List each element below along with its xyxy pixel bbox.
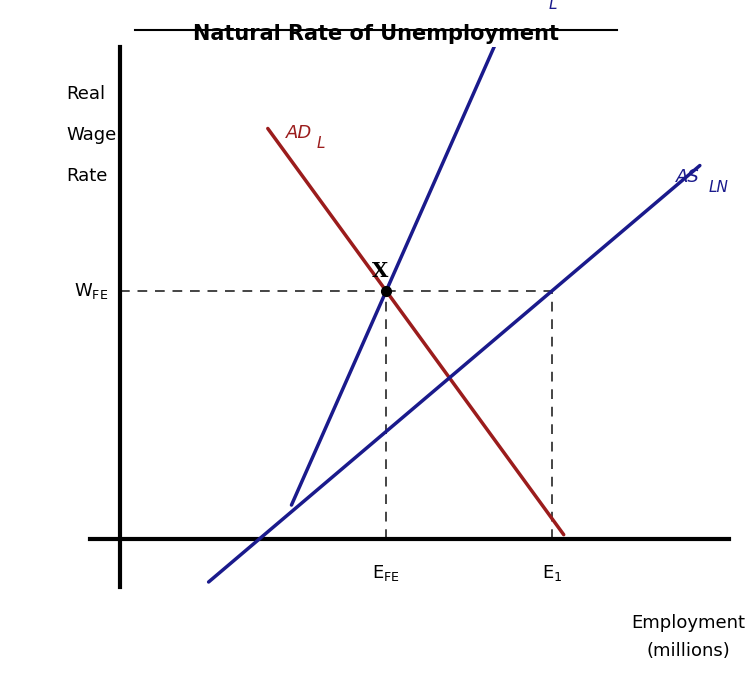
Text: W$_{\mathregular{FE}}$: W$_{\mathregular{FE}}$ (74, 281, 108, 301)
Text: Wage: Wage (67, 126, 117, 144)
Text: LN: LN (708, 180, 729, 195)
Text: L: L (549, 0, 557, 12)
Text: Natural Rate of Unemployment: Natural Rate of Unemployment (193, 24, 559, 44)
Text: AS: AS (517, 0, 540, 3)
Text: E$_{\mathregular{FE}}$: E$_{\mathregular{FE}}$ (372, 564, 400, 583)
Text: (millions): (millions) (646, 642, 730, 660)
Text: X: X (372, 261, 389, 281)
Text: L: L (317, 136, 325, 151)
Text: E$_{\mathregular{1}}$: E$_{\mathregular{1}}$ (541, 564, 562, 583)
Text: Employment: Employment (631, 614, 745, 632)
Text: AS: AS (676, 168, 700, 186)
Text: AD: AD (286, 124, 312, 142)
Text: Real: Real (67, 86, 106, 103)
Text: Rate: Rate (67, 167, 108, 185)
